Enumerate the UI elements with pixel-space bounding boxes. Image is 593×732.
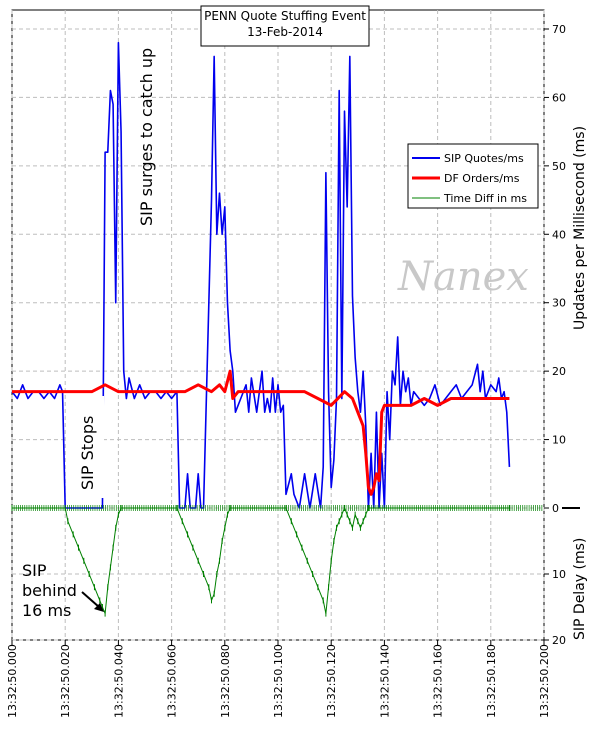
annotation-stops-bg (66, 396, 104, 498)
chart-title: PENN Quote Stuffing Event (204, 9, 366, 23)
x-tick-label: 13:32:50.020 (59, 644, 72, 718)
legend-label-timediff: Time Diff in ms (443, 192, 527, 205)
annotation-stops: SIP Stops (78, 416, 97, 490)
y-tick-label: 70 (552, 23, 566, 36)
y-tick-label: 60 (552, 91, 566, 104)
series-line-df-orders (12, 369, 510, 496)
x-tick-label: 13:32:50.180 (485, 644, 498, 718)
legend-label-sip: SIP Quotes/ms (444, 152, 524, 165)
y-tick-label: 20 (552, 365, 566, 378)
annotation-surge: SIP surges to catch up (137, 48, 156, 226)
legend-label-df: DF Orders/ms (444, 172, 520, 185)
chart-title-box: PENN Quote Stuffing Event 13-Feb-2014 (200, 5, 370, 47)
y-axis-title-bottom: SIP Delay (ms) (572, 538, 588, 640)
x-axis: 13:32:50.000 13:32:50.020 13:32:50.040 13:3… (6, 640, 551, 718)
x-tick-label: 13:32:50.100 (272, 644, 285, 718)
x-tick-label: 13:32:50.040 (112, 644, 125, 718)
x-tick-label: 13:32:50.120 (325, 644, 338, 718)
x-tick-label: 13:32:50.060 (166, 644, 179, 718)
annotation-behind-3: 16 ms (22, 601, 71, 620)
x-tick-label: 13:32:50.000 (6, 644, 19, 718)
x-tick-label: 13:32:50.160 (432, 644, 445, 718)
series-layer (11, 41, 543, 617)
watermark: Nanex (397, 254, 529, 300)
y-tick-label-bottom: 10 (552, 568, 566, 581)
chart-subtitle: 13-Feb-2014 (247, 25, 323, 39)
x-tick-label: 13:32:50.200 (538, 644, 551, 718)
y-tick-label: 0 (552, 502, 559, 515)
y-tick-label: 10 (552, 434, 566, 447)
y-tick-label: 40 (552, 228, 566, 241)
series-line-sip-quotes (11, 41, 511, 509)
annotation-behind-2: behind (22, 581, 77, 600)
grid (11, 10, 545, 641)
legend: SIP Quotes/ms DF Orders/ms Time Diff in … (407, 143, 539, 209)
y-tick-label: 50 (552, 160, 566, 173)
series-line-time-diff (12, 507, 510, 615)
y-axis-right: 0 10 20 30 40 50 60 70 10 20 (544, 23, 566, 647)
y-tick-label-bottom: 20 (552, 634, 566, 647)
annotation-behind-1: SIP (22, 561, 47, 580)
annotation-arrow-line (81, 591, 100, 608)
x-tick-label: 13:32:50.140 (378, 644, 391, 718)
y-tick-label: 30 (552, 297, 566, 310)
y-axis-title-top: Updates per Millisecond (ms) (572, 126, 588, 330)
annotation-arrow-head (94, 603, 104, 612)
x-tick-label: 13:32:50.080 (219, 644, 232, 718)
